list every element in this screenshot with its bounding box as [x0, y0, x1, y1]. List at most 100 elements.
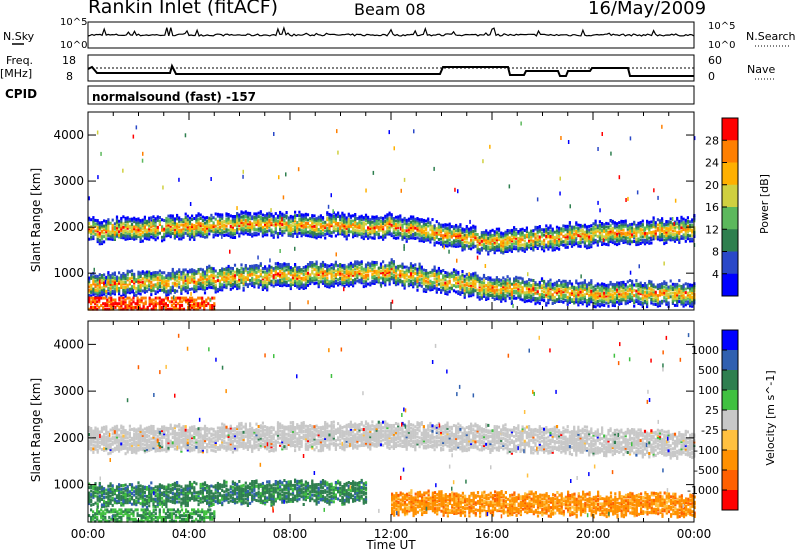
heatmap-cell	[553, 288, 556, 292]
heatmap-cell	[261, 286, 264, 290]
heatmap-cell	[508, 229, 511, 233]
heatmap-cell	[315, 222, 318, 226]
heatmap-cell	[126, 237, 129, 241]
heatmap-cell	[156, 278, 159, 282]
heatmap-cell	[549, 278, 552, 282]
heatmap-cell	[191, 270, 194, 273]
heatmap-cell	[233, 218, 237, 222]
heatmap-cell	[287, 271, 290, 275]
heatmap-cell	[227, 220, 230, 223]
heatmap-cell	[616, 234, 619, 238]
heatmap-cell	[165, 218, 168, 222]
heatmap-cell	[467, 241, 471, 245]
heatmap-cell	[637, 225, 640, 229]
heatmap-cell	[440, 237, 443, 241]
heatmap-cell	[536, 234, 539, 238]
heatmap-cell	[409, 267, 413, 271]
heatmap-cell	[671, 229, 674, 233]
heatmap-cell	[130, 224, 134, 228]
heatmap-cell	[343, 213, 346, 217]
heatmap-cell	[399, 275, 402, 279]
heatmap-cell	[536, 226, 539, 229]
heatmap-cell	[407, 226, 410, 230]
heatmap-cell	[154, 229, 157, 233]
heatmap-cell	[143, 271, 146, 275]
heatmap-cell	[519, 285, 522, 289]
heatmap-cell	[141, 222, 144, 226]
heatmap-cell	[210, 224, 213, 228]
heatmap-cell	[525, 247, 528, 251]
heatmap-cell	[431, 284, 434, 288]
heatmap-cell	[538, 228, 541, 232]
heatmap-cell	[231, 236, 234, 239]
heatmap-cell	[676, 216, 679, 220]
heatmap-cell	[100, 288, 104, 291]
heatmap-cell	[120, 280, 123, 284]
heatmap-cell	[193, 281, 196, 285]
heatmap-cell	[482, 294, 486, 298]
heatmap-cell	[416, 220, 419, 224]
heatmap-cell	[547, 292, 550, 296]
heatmap-cell	[334, 227, 337, 231]
heatmap-cell	[382, 218, 385, 222]
heatmap-cell	[409, 265, 413, 269]
heatmap-cell	[169, 231, 172, 235]
heatmap-cell	[538, 280, 541, 284]
heatmap-cell	[324, 229, 327, 233]
heatmap-cell	[279, 273, 282, 277]
heatmap-cell	[495, 279, 498, 283]
heatmap-cell	[251, 271, 254, 275]
heatmap-cell	[148, 279, 151, 283]
heatmap-cell	[487, 247, 490, 251]
heatmap-cell	[94, 229, 97, 233]
heatmap-cell	[251, 224, 254, 228]
heatmap-cell	[158, 281, 161, 285]
heatmap-cell	[654, 235, 657, 239]
heatmap-cell	[216, 219, 219, 223]
heatmap-cell	[109, 293, 112, 297]
heatmap-cell	[409, 224, 413, 228]
heatmap-cell	[354, 279, 357, 283]
heatmap-cell	[171, 267, 174, 271]
heatmap-cell	[188, 235, 192, 239]
heatmap-cell	[118, 219, 121, 223]
heatmap-cell	[631, 228, 634, 232]
heatmap-cell	[601, 236, 604, 239]
heatmap-cell	[605, 235, 608, 239]
heatmap-cell	[238, 232, 241, 236]
heatmap-cell	[530, 285, 533, 289]
heatmap-cell	[167, 284, 170, 288]
heatmap-cell	[502, 286, 505, 290]
heatmap-cell	[500, 245, 503, 249]
heatmap-cell	[652, 237, 655, 241]
heatmap-cell	[124, 220, 127, 224]
heatmap-cell	[654, 222, 657, 226]
heatmap-cell	[448, 226, 451, 230]
heatmap-cell	[581, 231, 584, 235]
heatmap-cell	[459, 284, 462, 288]
heatmap-cell	[671, 224, 674, 228]
heatmap-cell	[540, 235, 544, 239]
heatmap-cell	[375, 276, 378, 280]
heatmap-cell	[377, 266, 380, 270]
heatmap-cell	[429, 235, 432, 239]
heatmap-cell	[257, 227, 260, 231]
heatmap-cell	[100, 231, 104, 235]
heatmap-cell	[122, 282, 125, 286]
heatmap-cell	[124, 287, 127, 291]
heatmap-cell	[497, 293, 501, 297]
heatmap-cell	[210, 217, 213, 221]
heatmap-cell	[390, 265, 393, 269]
heatmap-cell	[341, 217, 344, 220]
heatmap-cell	[356, 229, 359, 233]
heatmap-cell	[392, 267, 395, 271]
heatmap-cell	[341, 232, 344, 236]
heatmap-cell	[510, 230, 513, 234]
heatmap-cell	[457, 270, 460, 274]
heatmap-cell	[130, 279, 134, 283]
heatmap-cell	[302, 231, 305, 235]
heatmap-cell	[141, 234, 144, 238]
heatmap-cell	[356, 230, 359, 234]
heatmap-cell	[148, 232, 151, 236]
heatmap-cell	[409, 283, 413, 287]
